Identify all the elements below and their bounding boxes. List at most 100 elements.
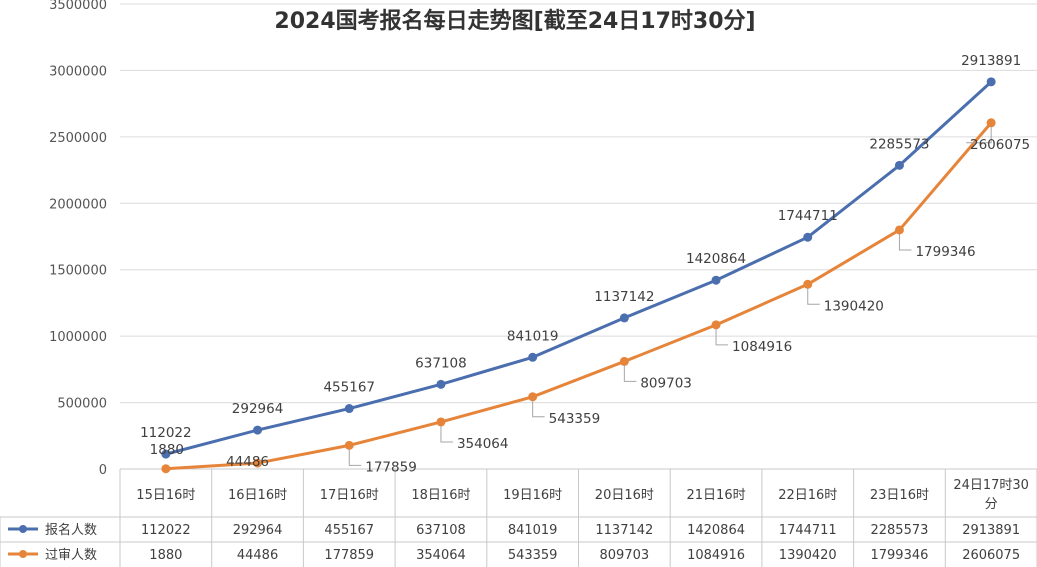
data-point [344, 404, 354, 414]
data-label: 44486 [226, 454, 269, 470]
legend-label: 报名人数 [45, 522, 97, 538]
data-point [253, 425, 263, 435]
series-line [165, 121, 993, 471]
data-label: 354064 [457, 436, 509, 452]
data-label: 177859 [365, 459, 417, 475]
data-point [436, 417, 446, 427]
table-cell-value: 2913891 [962, 523, 1020, 538]
label-leader-line [532, 400, 545, 418]
data-point [803, 232, 813, 242]
series-lines [161, 77, 996, 474]
table-cell-value: 1084916 [687, 548, 745, 563]
data-label: 112022 [140, 425, 192, 441]
data-point [528, 392, 538, 402]
data-label: 1390420 [824, 298, 884, 314]
label-leader-line [348, 449, 362, 466]
series-line [165, 80, 993, 456]
y-tick-label: 1500000 [49, 264, 107, 279]
y-tick-label: 0 [99, 463, 107, 478]
data-point [986, 118, 996, 128]
data-point [619, 313, 629, 323]
legend-marker [19, 550, 27, 558]
data-point [619, 356, 629, 366]
x-tick-label: 18日16时 [411, 488, 470, 503]
x-tick-label: 20日16时 [595, 488, 654, 503]
data-point [436, 379, 446, 389]
legend-label: 过审人数 [45, 548, 97, 563]
data-label: 2606075 [970, 137, 1030, 153]
table-cell-value: 44486 [237, 548, 278, 563]
data-table: 15日16时 16日16时 17日16时 18日16时 19日16时 20日16时 21日1… [0, 468, 1037, 567]
y-tick-label: 1000000 [49, 330, 107, 345]
data-label: 2913891 [961, 53, 1021, 69]
label-leader-line [898, 233, 912, 251]
table-cell-value: 354064 [416, 548, 466, 563]
table-cell-value: 543359 [508, 548, 558, 563]
table-cell-value: 1880 [149, 548, 182, 563]
data-point [528, 352, 538, 362]
table-cell-value: 112022 [141, 523, 191, 538]
table-cell-value: 292964 [233, 523, 283, 538]
x-tick-label: 21日16时 [687, 488, 746, 503]
table-cell-value: 455167 [324, 523, 374, 538]
data-point [711, 275, 721, 285]
table-cell-value: 1420864 [687, 523, 745, 538]
data-point [161, 449, 171, 459]
table-cell-value: 2285573 [870, 523, 928, 538]
data-label: 637108 [415, 355, 467, 371]
y-tick-label: 2000000 [49, 197, 107, 212]
data-label: 809703 [640, 375, 692, 391]
data-point [253, 458, 263, 468]
data-label: 1137142 [594, 289, 654, 305]
x-tick-label: 15日16时 [136, 488, 195, 503]
data-label: 1420864 [686, 251, 746, 267]
table-cell-value: 1744711 [779, 523, 837, 538]
x-tick-label: 24日17时30 [953, 478, 1029, 493]
table-cell-value: 2606075 [962, 548, 1020, 563]
table-cell-value: 637108 [416, 523, 466, 538]
table-cell-value: 177859 [324, 548, 374, 563]
x-tick-label: 23日16时 [870, 488, 929, 503]
data-point [803, 279, 813, 289]
data-label: 1084916 [732, 339, 792, 355]
table-cell-value: 841019 [508, 523, 558, 538]
y-tick-label: 3000000 [49, 64, 107, 79]
label-leader-line [440, 425, 453, 443]
data-point [711, 320, 721, 330]
label-leader-line [623, 365, 637, 382]
data-label: 2285573 [869, 136, 929, 152]
data-label: 543359 [549, 411, 601, 427]
y-tick-label: 3500000 [49, 0, 107, 13]
x-tick-label: 17日16时 [320, 488, 379, 503]
label-leader-line [966, 126, 992, 144]
data-label: 455167 [323, 380, 375, 396]
gridlines [120, 3, 1037, 404]
data-point [894, 225, 904, 235]
table-cell-value: 1390420 [779, 548, 837, 563]
chart-title: 2024国考报名每日走势图[截至24日17时30分] [274, 8, 755, 34]
table-cell-value: 1799346 [870, 548, 928, 563]
x-tick-label: 16日16时 [228, 488, 287, 503]
x-tick-label: 22日16时 [778, 488, 837, 503]
data-labels: 112022 292964 455167 637108 841019 1137142 142… [140, 53, 1030, 476]
data-point [344, 440, 354, 450]
y-tick-label: 2500000 [49, 131, 107, 146]
y-axis-ticks: 0 500000 1000000 1500000 2000000 2500000 30000… [49, 0, 107, 478]
data-point [894, 160, 904, 170]
data-point [161, 464, 171, 474]
data-label: 1799346 [915, 244, 975, 260]
data-label: 1744711 [778, 208, 838, 224]
y-tick-label: 500000 [57, 397, 107, 412]
data-label: 292964 [232, 401, 284, 417]
data-label: 1880 [150, 442, 184, 458]
label-leader-line [715, 328, 729, 346]
legend-marker [19, 525, 27, 533]
table-cell-value: 1137142 [595, 523, 653, 538]
x-tick-label: 19日16时 [503, 488, 562, 503]
x-tick-label: 分 [985, 497, 998, 512]
data-point [986, 77, 996, 87]
label-leader-line [807, 288, 820, 305]
data-label: 841019 [507, 328, 559, 344]
table-cell-value: 809703 [600, 548, 650, 563]
